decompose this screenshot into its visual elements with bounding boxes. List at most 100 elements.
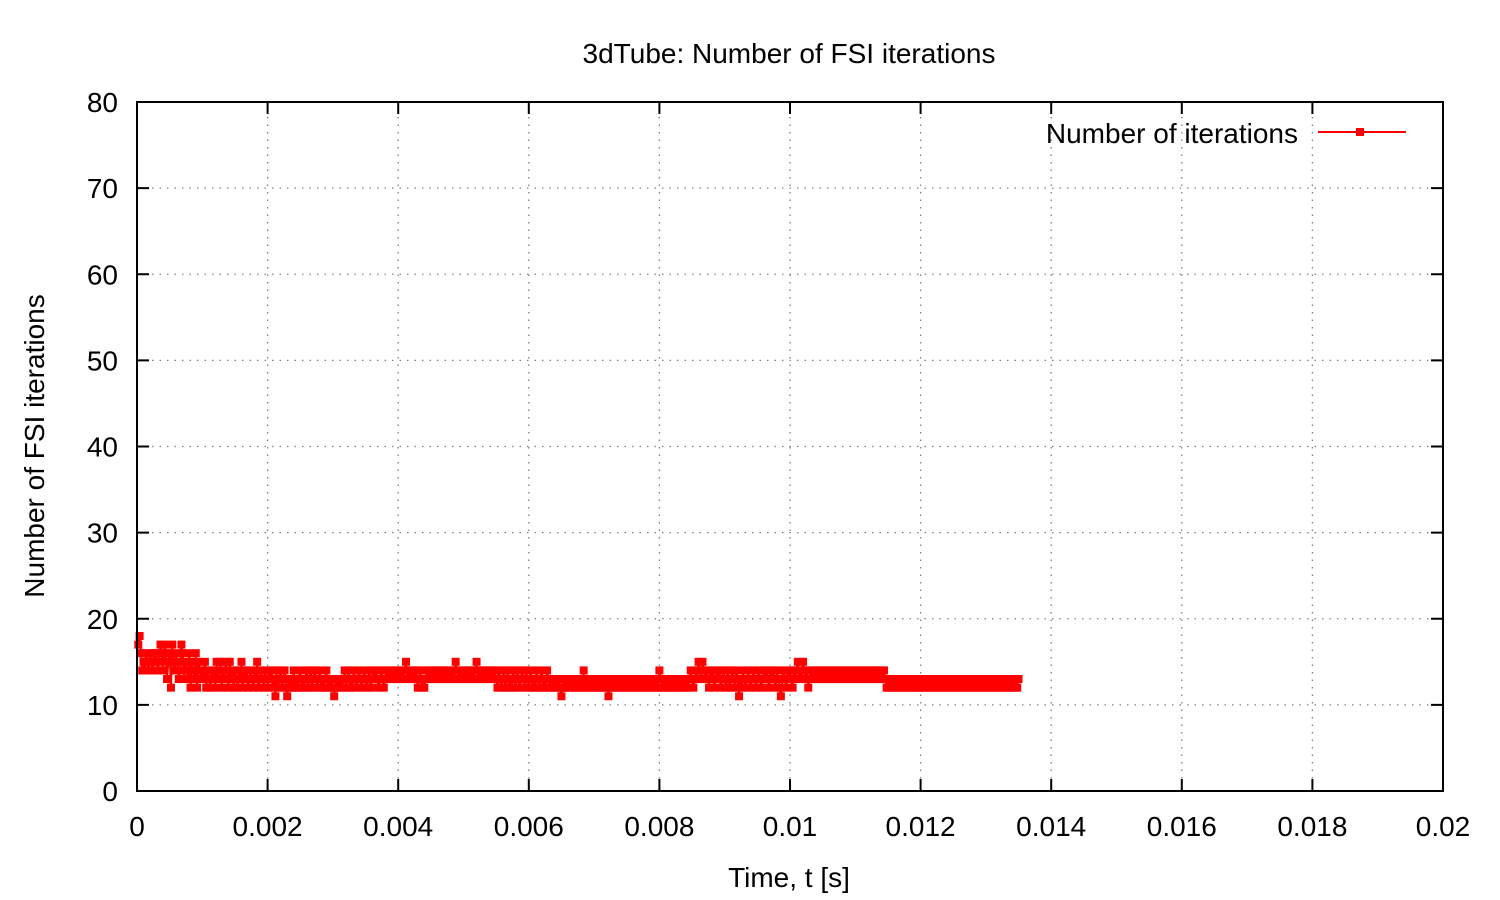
data-point <box>723 666 732 675</box>
x-tick-label: 0.01 <box>763 811 818 842</box>
data-point <box>344 666 353 675</box>
y-tick-label: 40 <box>87 432 118 463</box>
data-point <box>515 683 524 692</box>
data-point <box>754 666 763 675</box>
data-point <box>330 692 339 701</box>
data-point <box>213 675 222 684</box>
data-point <box>166 683 175 692</box>
y-tick-label: 60 <box>87 259 118 290</box>
data-point <box>360 666 369 675</box>
data-point <box>136 649 145 658</box>
data-point <box>160 640 169 649</box>
data-point <box>732 666 741 675</box>
x-tick-label: 0.012 <box>886 811 956 842</box>
data-point <box>271 692 280 701</box>
y-tick-label: 10 <box>87 690 118 721</box>
data-point <box>234 666 243 675</box>
data-point <box>379 683 388 692</box>
data-point <box>238 683 247 692</box>
data-point <box>735 692 744 701</box>
data-point <box>208 675 217 684</box>
data-point <box>532 666 541 675</box>
data-point <box>250 666 259 675</box>
data-point <box>1014 675 1023 684</box>
data-point <box>513 666 522 675</box>
x-tick-label: 0.018 <box>1277 811 1347 842</box>
data-point <box>315 666 324 675</box>
grid-lines <box>137 102 1443 791</box>
data-point <box>254 683 263 692</box>
data-point <box>168 640 177 649</box>
data-point <box>193 683 202 692</box>
data-point <box>296 666 305 675</box>
data-point <box>772 666 781 675</box>
data-point <box>349 666 358 675</box>
data-point <box>377 666 386 675</box>
data-point <box>684 683 693 692</box>
legend-marker <box>1356 128 1364 136</box>
y-tick-label: 0 <box>102 776 118 807</box>
x-tick-label: 0 <box>129 811 145 842</box>
data-point <box>237 657 246 666</box>
data-point <box>357 683 366 692</box>
data-point <box>224 683 233 692</box>
y-tick-label: 20 <box>87 604 118 635</box>
data-point <box>402 657 411 666</box>
data-point <box>776 692 785 701</box>
data-point <box>543 666 552 675</box>
data-point <box>191 649 200 658</box>
data-point <box>189 666 198 675</box>
data-point <box>244 683 253 692</box>
data-point <box>744 666 753 675</box>
data-point <box>190 675 199 684</box>
data-point <box>1013 683 1022 692</box>
data-point <box>494 666 503 675</box>
data-point <box>557 692 566 701</box>
data-point <box>352 683 361 692</box>
data-point <box>503 666 512 675</box>
data-point <box>804 683 813 692</box>
x-tick-label: 0.008 <box>624 811 694 842</box>
data-point <box>253 657 262 666</box>
data-point <box>227 675 236 684</box>
data-point <box>173 657 182 666</box>
data-point <box>788 683 797 692</box>
data-point <box>187 657 196 666</box>
data-point <box>199 675 208 684</box>
data-point <box>159 666 168 675</box>
x-tick-label: 0.016 <box>1147 811 1217 842</box>
data-point <box>217 683 226 692</box>
data-point <box>686 666 695 675</box>
data-point <box>537 666 546 675</box>
data-point <box>233 683 242 692</box>
data-point <box>579 666 588 675</box>
x-axis-label: Time, t [s] <box>728 862 850 893</box>
data-point <box>163 675 172 684</box>
data-point <box>793 657 802 666</box>
data-point <box>135 631 144 640</box>
data-point <box>153 666 162 675</box>
data-point <box>731 683 740 692</box>
data-point <box>152 649 161 658</box>
data-point <box>451 657 460 666</box>
data-point <box>308 683 316 692</box>
data-point <box>420 683 429 692</box>
x-tick-label: 0.002 <box>233 811 303 842</box>
data-point <box>782 683 791 692</box>
data-point <box>177 640 186 649</box>
series-layer <box>134 631 1023 701</box>
x-tick-labels: 0 0.002 0.004 0.006 0.008 0.01 0.012 0.014 0.016… <box>129 811 1470 842</box>
data-point <box>134 640 143 649</box>
data-point <box>283 692 292 701</box>
data-point <box>194 657 203 666</box>
data-point <box>372 666 380 675</box>
data-point <box>287 675 296 684</box>
data-point <box>267 666 276 675</box>
data-point <box>236 675 245 684</box>
data-point <box>223 666 232 675</box>
y-axis-label: Number of FSI iterations <box>19 294 50 597</box>
data-point <box>880 666 889 675</box>
data-point <box>746 683 755 692</box>
data-point <box>165 649 174 658</box>
data-point <box>170 666 179 675</box>
